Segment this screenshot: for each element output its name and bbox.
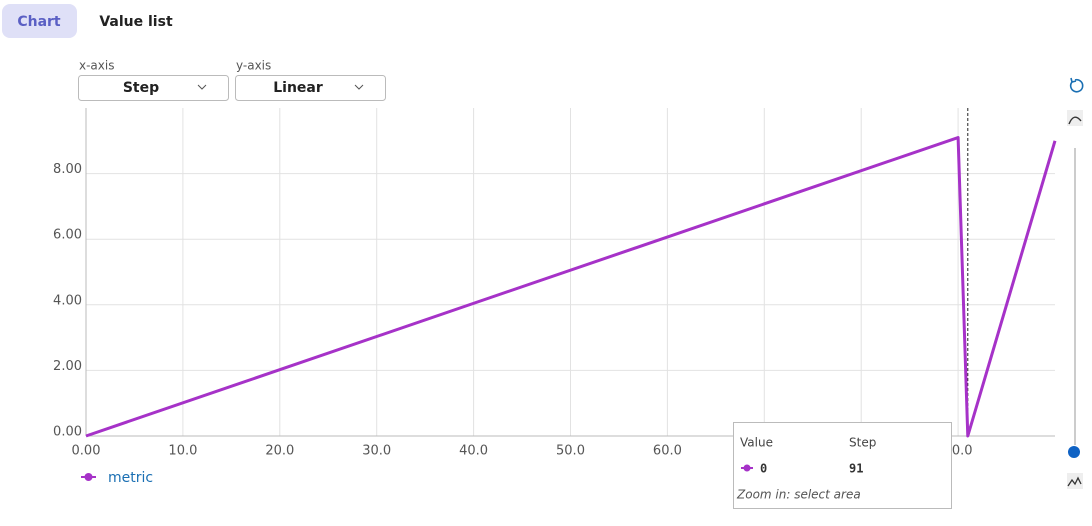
dropdown[interactable]	[235, 75, 386, 101]
smooth-curve	[1068, 116, 1082, 125]
dropdown-label: x-axis	[79, 59, 114, 73]
chevron	[197, 84, 207, 90]
tooltip-header: Step	[849, 436, 876, 450]
x-tick-label: 30.0	[362, 444, 391, 459]
reset-icon[interactable]	[1069, 77, 1084, 93]
y-tick-label: 6.00	[53, 228, 82, 243]
tooltip-value: 0	[760, 462, 767, 476]
dropdown[interactable]	[78, 75, 229, 101]
tooltip-hint: Zoom in: select area	[736, 488, 861, 502]
x-tick-label: 50.0	[556, 444, 585, 459]
tooltip-box	[733, 422, 952, 509]
x-tick-label: 0.00	[72, 444, 101, 459]
raw-icon[interactable]	[1067, 473, 1083, 489]
series-line	[85, 136, 1057, 438]
legend-dot	[84, 473, 93, 481]
chevron	[354, 84, 364, 90]
dropdown-value: Linear	[273, 80, 323, 96]
dropdown-label: y-axis	[236, 59, 271, 73]
legend-label: metric	[108, 470, 153, 486]
tab-chart[interactable]	[2, 4, 77, 38]
raw-line	[1067, 476, 1082, 487]
tooltip: Value Step 0 91 Zoom in: select area	[733, 422, 952, 509]
plot: 0.0010.020.030.040.050.060.070.080.090.0…	[53, 108, 1057, 459]
tooltip-header: Value	[740, 436, 773, 450]
y-tick-label: 2.00	[53, 359, 82, 374]
tooltip-step: 91	[849, 462, 863, 476]
x-tick-label: 20.0	[265, 444, 294, 459]
dropdown-value: Step	[123, 80, 159, 96]
smooth-icon[interactable]	[1067, 110, 1083, 126]
y-tick-label: 4.00	[53, 293, 82, 308]
legend[interactable]: metric	[81, 470, 153, 486]
x-tick-label: 40.0	[459, 444, 488, 459]
tab-label: Chart	[17, 14, 61, 30]
y-tick-label: 0.00	[53, 425, 82, 440]
y-tick-label: 8.00	[53, 162, 82, 177]
x-tick-label: 10.0	[168, 444, 197, 459]
slider-knob[interactable]	[1068, 446, 1080, 458]
tooltip-marker	[743, 464, 751, 472]
tab-label[interactable]: Value list	[99, 14, 173, 30]
x-tick-label: 60.0	[653, 444, 682, 459]
